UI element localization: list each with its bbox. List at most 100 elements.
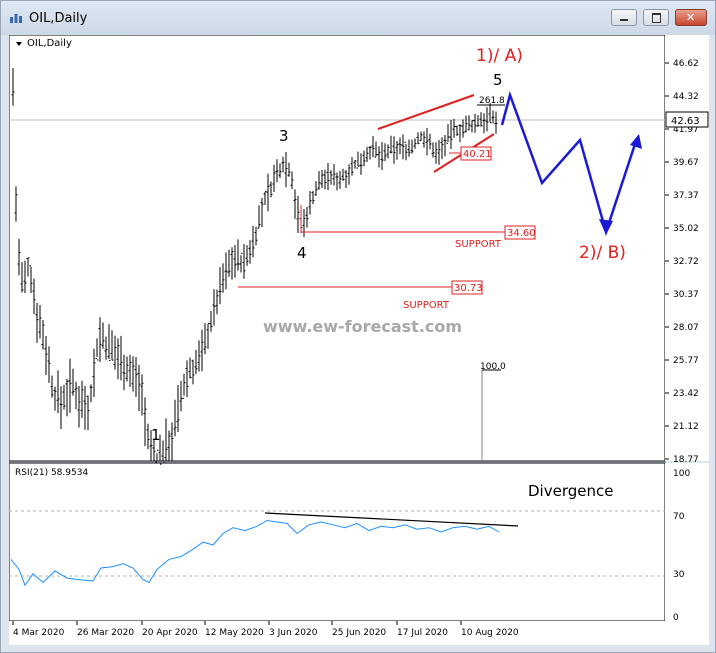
price-bar [194,349,198,375]
price-tick-label: 46.62 [673,59,699,69]
price-bar [83,385,87,430]
price-bar [140,374,144,416]
price-bar [353,160,357,169]
price-bar [272,164,276,193]
price-bar [176,385,180,432]
price-bar [44,335,48,376]
svg-text:OIL,Daily: OIL,Daily [27,38,72,49]
projection-path [500,90,639,237]
price-bar [314,181,318,196]
price-bar [491,110,495,124]
price-bar [242,244,246,279]
price-tick-label: 35.02 [673,224,699,234]
price-tick-label: 30.37 [673,290,699,300]
minimize-button[interactable] [611,9,637,26]
price-bar [470,120,474,133]
price-bar [455,125,459,136]
price-bar [341,168,345,181]
price-bar [86,395,90,431]
price-bar [290,171,294,190]
close-button[interactable]: ✕ [675,9,707,26]
price-bar [284,151,288,188]
price-bar [398,137,402,155]
price-bar [143,397,147,446]
price-bar [200,329,204,372]
time-tick-label: 4 Mar 2020 [13,628,65,638]
price-bar [149,430,153,461]
price-bar [32,278,36,315]
price-bar [269,181,273,198]
price-plot [9,35,666,462]
price-bar [38,304,42,339]
minimize-icon [620,19,628,21]
price-bar [386,144,390,159]
arrow-up-icon [630,134,642,149]
price-bar [56,370,60,414]
price-bar [371,136,375,158]
price-bar [218,267,222,305]
price-bar [416,132,420,145]
wave-a-label: 1)/ A) [476,46,523,66]
price-bar [104,336,108,360]
price-bar [80,380,84,418]
title-bar[interactable]: OIL,Daily ✕ [1,1,715,35]
wave-4-label: 4 [297,244,307,262]
price-bar [50,375,54,398]
time-tick-label: 20 Apr 2020 [142,628,198,638]
price-bar [347,164,351,185]
price-bar [101,322,105,349]
chart-area: 46.62 44.32 41.97 39.67 37.37 35.02 32.72 30.37… [9,35,709,645]
price-bar [158,434,162,465]
price-bar [365,146,369,162]
price-tick-label: 41.97 [673,125,699,135]
price-bar [29,265,33,294]
watermark: www.ew-forecast.com [263,317,462,336]
price-bar [53,386,57,411]
price-bar [332,164,336,186]
price-bar [41,320,45,350]
maximize-button[interactable] [643,9,669,26]
price-tick-label: 37.37 [673,191,699,201]
price-bar [257,205,261,229]
price-bar [20,262,24,293]
price-bar [116,338,120,380]
price-bar [92,348,96,398]
window-title: OIL,Daily [29,11,88,26]
price-bar [431,142,435,158]
y-ticks: 46.62 44.32 41.97 39.67 37.37 35.02 32.72 30.37… [665,59,699,623]
price-tick-label: 44.32 [673,92,699,102]
price-bar [248,240,252,264]
price-bar [152,438,156,461]
price-bar [185,360,189,397]
price-bar [422,131,426,148]
level-value-40-21: 40.21 [463,149,492,160]
price-bar [95,338,99,361]
price-bar [59,386,63,430]
price-bar [47,346,51,383]
price-bar [77,385,81,428]
price-tick-label: 32.72 [673,257,699,267]
support-value-1: 34.60 [507,228,536,239]
price-bar [17,238,21,276]
price-bar [65,379,69,417]
price-bar [167,430,171,461]
close-icon: ✕ [686,11,696,24]
price-bar [161,440,165,464]
price-bar [434,142,438,164]
price-bar [413,138,417,149]
price-bar [35,302,39,343]
time-axis [9,621,709,645]
price-bar [254,226,258,246]
price-bar [329,170,333,185]
time-tick-label: 12 May 2020 [205,628,264,638]
price-bar [191,359,195,385]
price-bar [449,119,453,149]
time-tick-label: 17 Jul 2020 [397,628,448,638]
fib-261-8: 261.8 [479,96,505,106]
price-bar [392,136,396,164]
price-bar [473,113,477,133]
price-bar [260,197,264,228]
price-bar [338,170,342,189]
price-bar [494,111,498,134]
